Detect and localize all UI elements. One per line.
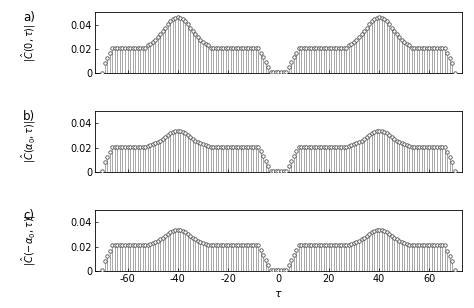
Text: a): a) bbox=[23, 11, 35, 24]
X-axis label: $\tau$: $\tau$ bbox=[274, 290, 283, 299]
Text: b): b) bbox=[23, 110, 35, 123]
Y-axis label: $|\hat{C}(\alpha_0, \tau)|$: $|\hat{C}(\alpha_0, \tau)|$ bbox=[19, 120, 38, 164]
Y-axis label: $|\hat{C}(0, \tau)|$: $|\hat{C}(0, \tau)|$ bbox=[19, 23, 38, 62]
Y-axis label: $|\hat{C}(-\alpha_0, \tau)|$: $|\hat{C}(-\alpha_0, \tau)|$ bbox=[19, 215, 38, 266]
Text: c): c) bbox=[23, 209, 34, 222]
